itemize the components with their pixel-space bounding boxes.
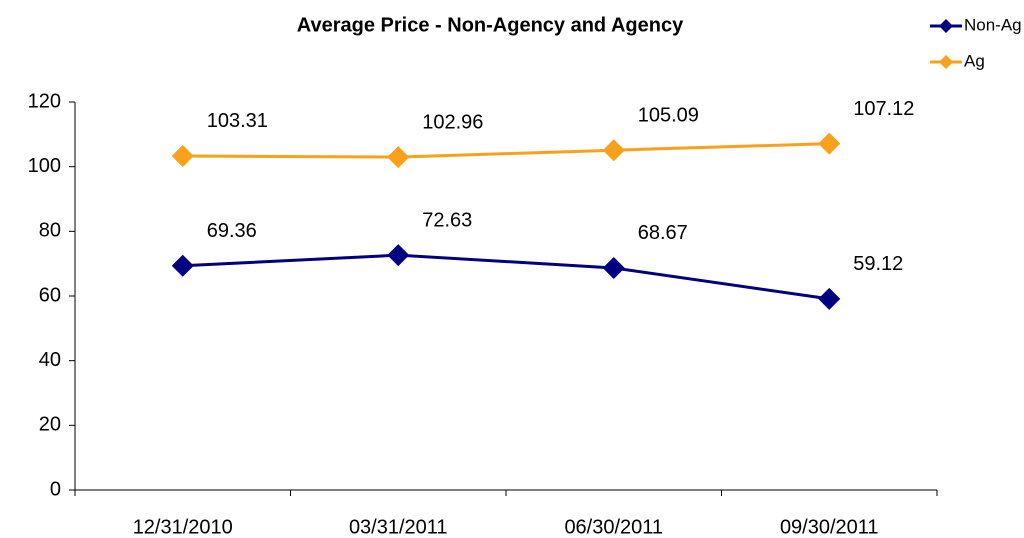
legend-text: Non-Ag (964, 15, 1022, 34)
legend-marker (939, 19, 953, 33)
y-tick-label: 60 (39, 284, 61, 306)
point-marker (171, 144, 194, 167)
legend-marker (939, 55, 953, 69)
y-tick-label: 0 (50, 478, 61, 500)
point-marker (387, 244, 410, 267)
point-marker (602, 139, 625, 162)
data-label: 69.36 (207, 220, 257, 242)
point-marker (387, 146, 410, 169)
y-tick-label: 20 (39, 414, 61, 436)
x-tick-label: 09/30/2011 (780, 516, 879, 538)
y-tick-label: 100 (28, 155, 61, 177)
y-tick-label: 80 (39, 220, 61, 242)
data-label: 105.09 (638, 104, 699, 126)
legend-text: Ag (964, 51, 985, 70)
series-line (182, 253, 830, 301)
point-marker (818, 287, 841, 310)
data-label: 107.12 (853, 98, 914, 120)
chart-title: Average Price - Non-Agency and Agency (297, 14, 684, 36)
y-tick-label: 40 (39, 349, 61, 371)
series-line (182, 142, 830, 159)
data-label: 59.12 (853, 253, 903, 275)
point-marker (602, 256, 625, 279)
point-marker (171, 254, 194, 277)
y-tick-label: 120 (28, 90, 61, 112)
x-tick-label: 12/31/2010 (133, 516, 233, 538)
x-tick-label: 06/30/2011 (564, 516, 663, 538)
point-marker (818, 132, 841, 155)
data-label: 103.31 (207, 110, 268, 132)
data-label: 68.67 (638, 222, 688, 244)
data-label: 72.63 (422, 209, 472, 231)
data-label: 102.96 (422, 111, 483, 133)
x-tick-label: 03/31/2011 (349, 516, 448, 538)
